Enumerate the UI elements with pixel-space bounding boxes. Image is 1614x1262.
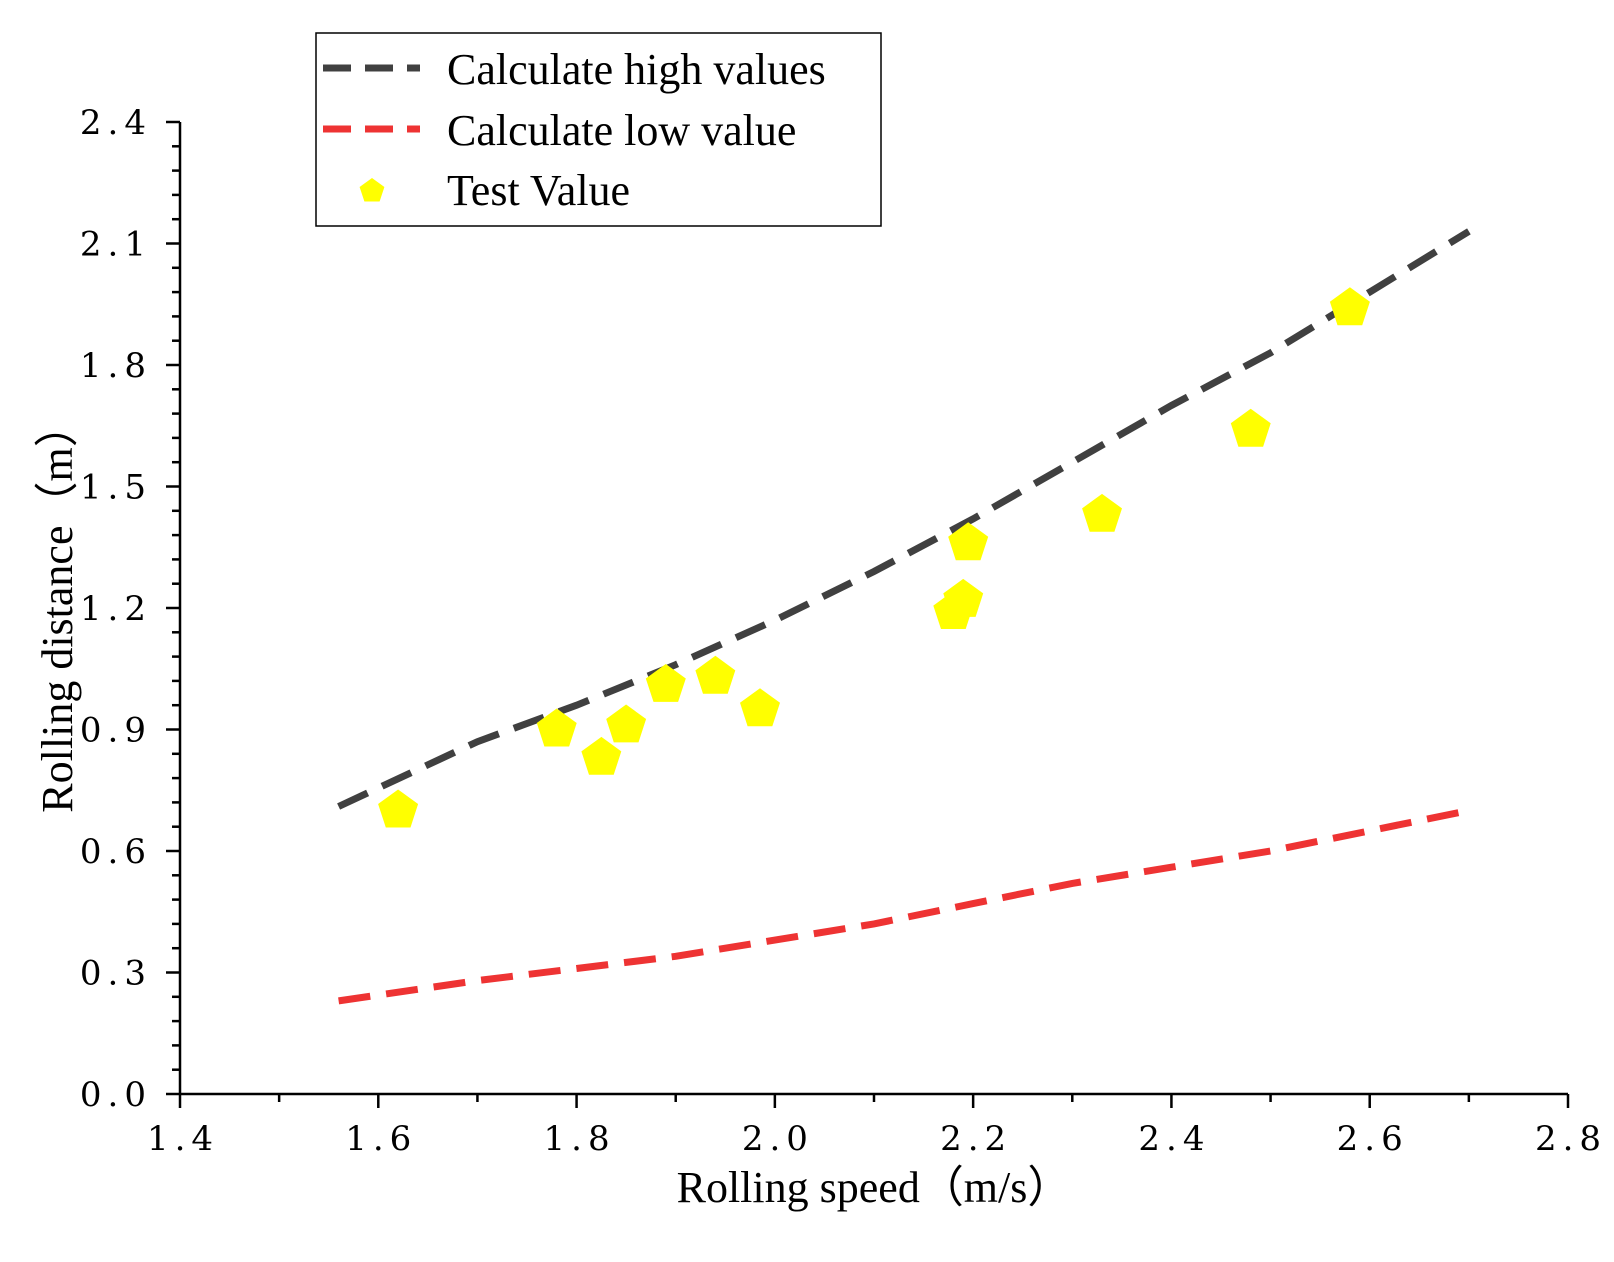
legend: Calculate high values Calculate low valu… [315, 32, 882, 227]
x-tick-label: 2.6 [1337, 1119, 1409, 1159]
y-tick-label: 1.2 [80, 589, 152, 629]
test-value-point [740, 688, 780, 727]
x-tick-label: 2.2 [940, 1119, 1012, 1159]
x-tick-label: 1.6 [345, 1119, 417, 1159]
test-value-point [1230, 408, 1271, 447]
legend-swatch-test-marker [359, 178, 385, 202]
axes [178, 122, 1568, 1096]
test-value-point [1082, 493, 1122, 532]
y-tick-label: 1.5 [80, 468, 152, 508]
high-values-line [337, 228, 1471, 810]
test-value-point [943, 578, 984, 617]
x-tick-label: 2.0 [742, 1119, 814, 1159]
x-axis-title: Rolling speed（m/s） [677, 1163, 1072, 1212]
y-tick-label: 0.9 [80, 711, 152, 751]
y-tick-label: 1.8 [80, 346, 152, 386]
y-tick-label: 2.4 [80, 103, 152, 143]
legend-label-high: Calculate high values [447, 45, 826, 94]
x-tick-label: 2.4 [1138, 1119, 1210, 1159]
test-value-point [948, 522, 989, 561]
y-tick-label: 0.3 [80, 954, 152, 994]
test-value-point [645, 664, 686, 702]
y-tick-label: 0.6 [80, 832, 152, 872]
test-value-point [378, 789, 419, 828]
y-tick-label: 0.0 [80, 1075, 152, 1115]
y-tick-label: 2.1 [80, 225, 152, 265]
series-lines [337, 228, 1471, 1005]
x-tick-label: 1.8 [544, 1119, 616, 1159]
test-value-point [1329, 287, 1370, 326]
y-ticks: 0.0 0.3 0.6 0.9 1.2 1.5 1.8 2.1 2.4 [80, 103, 180, 1115]
low-value-line [338, 807, 1470, 1005]
x-ticks: 1.4 1.6 1.8 2.0 2.2 2.4 2.6 2.8 [147, 1094, 1607, 1159]
test-value-point [695, 655, 736, 694]
x-tick-label: 2.8 [1535, 1119, 1607, 1159]
test-value-point [606, 704, 647, 743]
series-points [378, 287, 1370, 828]
test-value-point [536, 708, 577, 747]
y-axis-title: Rolling distance（m） [33, 403, 82, 812]
x-tick-label: 1.4 [147, 1119, 219, 1159]
test-value-point [581, 736, 622, 775]
legend-label-test: Test Value [447, 166, 630, 215]
legend-label-low: Calculate low value [447, 106, 796, 155]
